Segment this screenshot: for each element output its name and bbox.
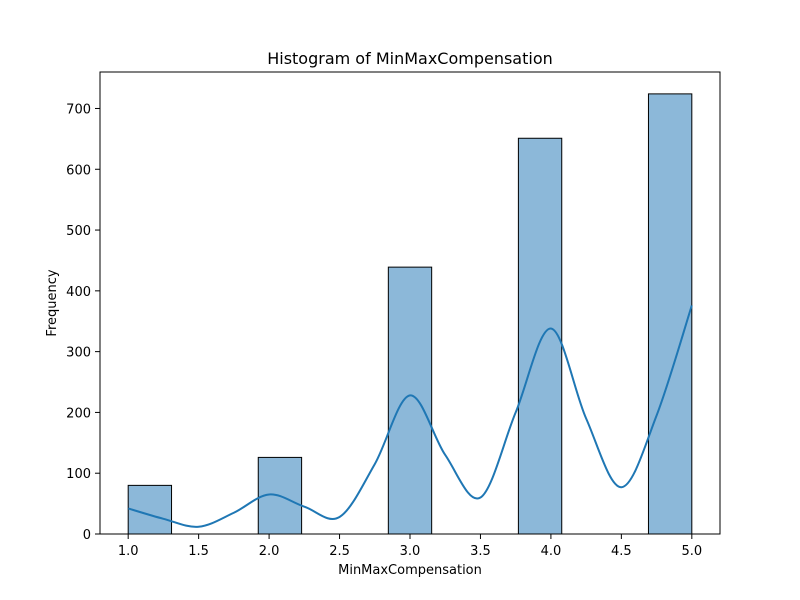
x-tick-label: 4.5: [611, 544, 632, 559]
y-tick-label: 200: [66, 406, 91, 421]
x-tick-label: 3.5: [470, 544, 491, 559]
y-tick-label: 600: [66, 163, 91, 178]
y-tick-label: 700: [66, 102, 91, 117]
x-tick-label: 2.0: [259, 544, 280, 559]
x-ticks: 1.0 1.5 2.0 2.5 3.0 3.5 4.0 4.5 5.0: [118, 534, 702, 559]
chart-title: Histogram of MinMaxCompensation: [267, 49, 553, 68]
y-axis-label: Frequency: [45, 269, 60, 336]
x-tick-label: 5.0: [681, 544, 702, 559]
y-tick-label: 100: [66, 467, 91, 482]
y-tick-label: 500: [66, 224, 91, 239]
x-tick-label: 1.0: [118, 544, 139, 559]
y-tick-label: 300: [66, 346, 91, 361]
x-tick-label: 1.5: [188, 544, 209, 559]
y-ticks: 0 100 200 300 400 500 600 700: [66, 102, 100, 543]
kde-layer: [127, 305, 693, 528]
bars-layer: [127, 93, 693, 535]
y-tick-label: 0: [83, 528, 91, 543]
x-tick-label: 2.5: [329, 544, 350, 559]
x-tick-label: 3.0: [400, 544, 421, 559]
kde-line: [127, 305, 693, 528]
y-tick-label: 400: [66, 285, 91, 300]
x-tick-label: 4.0: [541, 544, 562, 559]
histogram-bar: [647, 93, 693, 535]
x-axis-label: MinMaxCompensation: [338, 563, 482, 578]
histogram-bar: [387, 266, 433, 535]
histogram-bar: [517, 137, 563, 535]
